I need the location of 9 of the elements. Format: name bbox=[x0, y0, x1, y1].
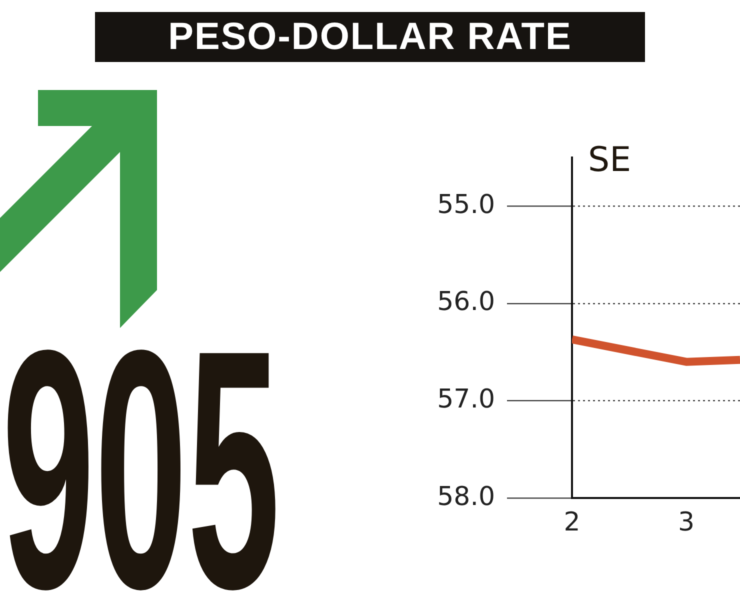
annotation: SE bbox=[588, 140, 632, 180]
chart-title: PESO-DOLLAR RATE bbox=[95, 12, 645, 62]
y-tick-label: 55.0 bbox=[437, 190, 495, 220]
x-tick-label: 3 bbox=[678, 507, 695, 538]
x-tick-label: 2 bbox=[564, 507, 580, 538]
text: 905 bbox=[2, 280, 280, 600]
y-tick-label: 57.0 bbox=[437, 384, 495, 414]
y-tick-label: 56.0 bbox=[437, 287, 495, 318]
y-tick-label: 58.0 bbox=[437, 482, 495, 512]
